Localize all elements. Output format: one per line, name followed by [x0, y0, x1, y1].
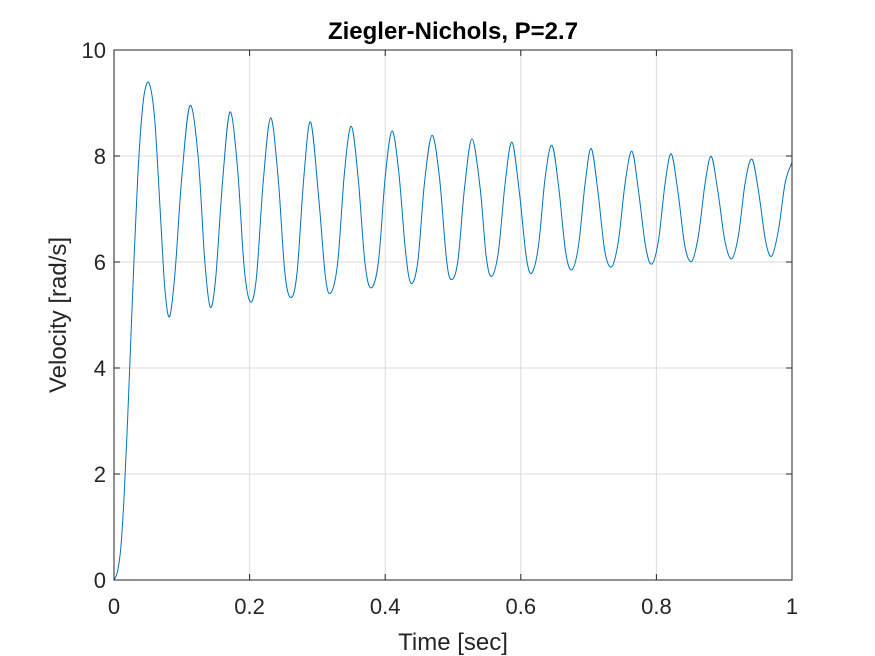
chart-title: Ziegler-Nichols, P=2.7 — [328, 18, 578, 45]
y-tick-label: 2 — [94, 462, 106, 487]
y-tick-label: 4 — [94, 356, 106, 381]
x-tick-label: 0.8 — [641, 594, 672, 619]
y-tick-label: 10 — [82, 38, 106, 63]
x-tick-label: 0.2 — [234, 594, 265, 619]
x-axis-label: Time [sec] — [398, 629, 508, 656]
y-tick-label: 8 — [94, 144, 106, 169]
x-tick-label: 0.4 — [370, 594, 401, 619]
y-tick-label: 6 — [94, 250, 106, 275]
x-tick-label: 0.6 — [506, 594, 537, 619]
axes-box — [113, 49, 793, 581]
x-tick-label: 0 — [108, 594, 120, 619]
y-tick-label: 0 — [94, 568, 106, 593]
y-axis-label: Velocity [rad/s] — [45, 237, 72, 393]
grid — [114, 50, 792, 580]
x-tick-label: 1 — [786, 594, 798, 619]
series-layer — [113, 81, 793, 581]
series-line-velocity — [113, 81, 793, 581]
plot-area — [114, 50, 792, 580]
